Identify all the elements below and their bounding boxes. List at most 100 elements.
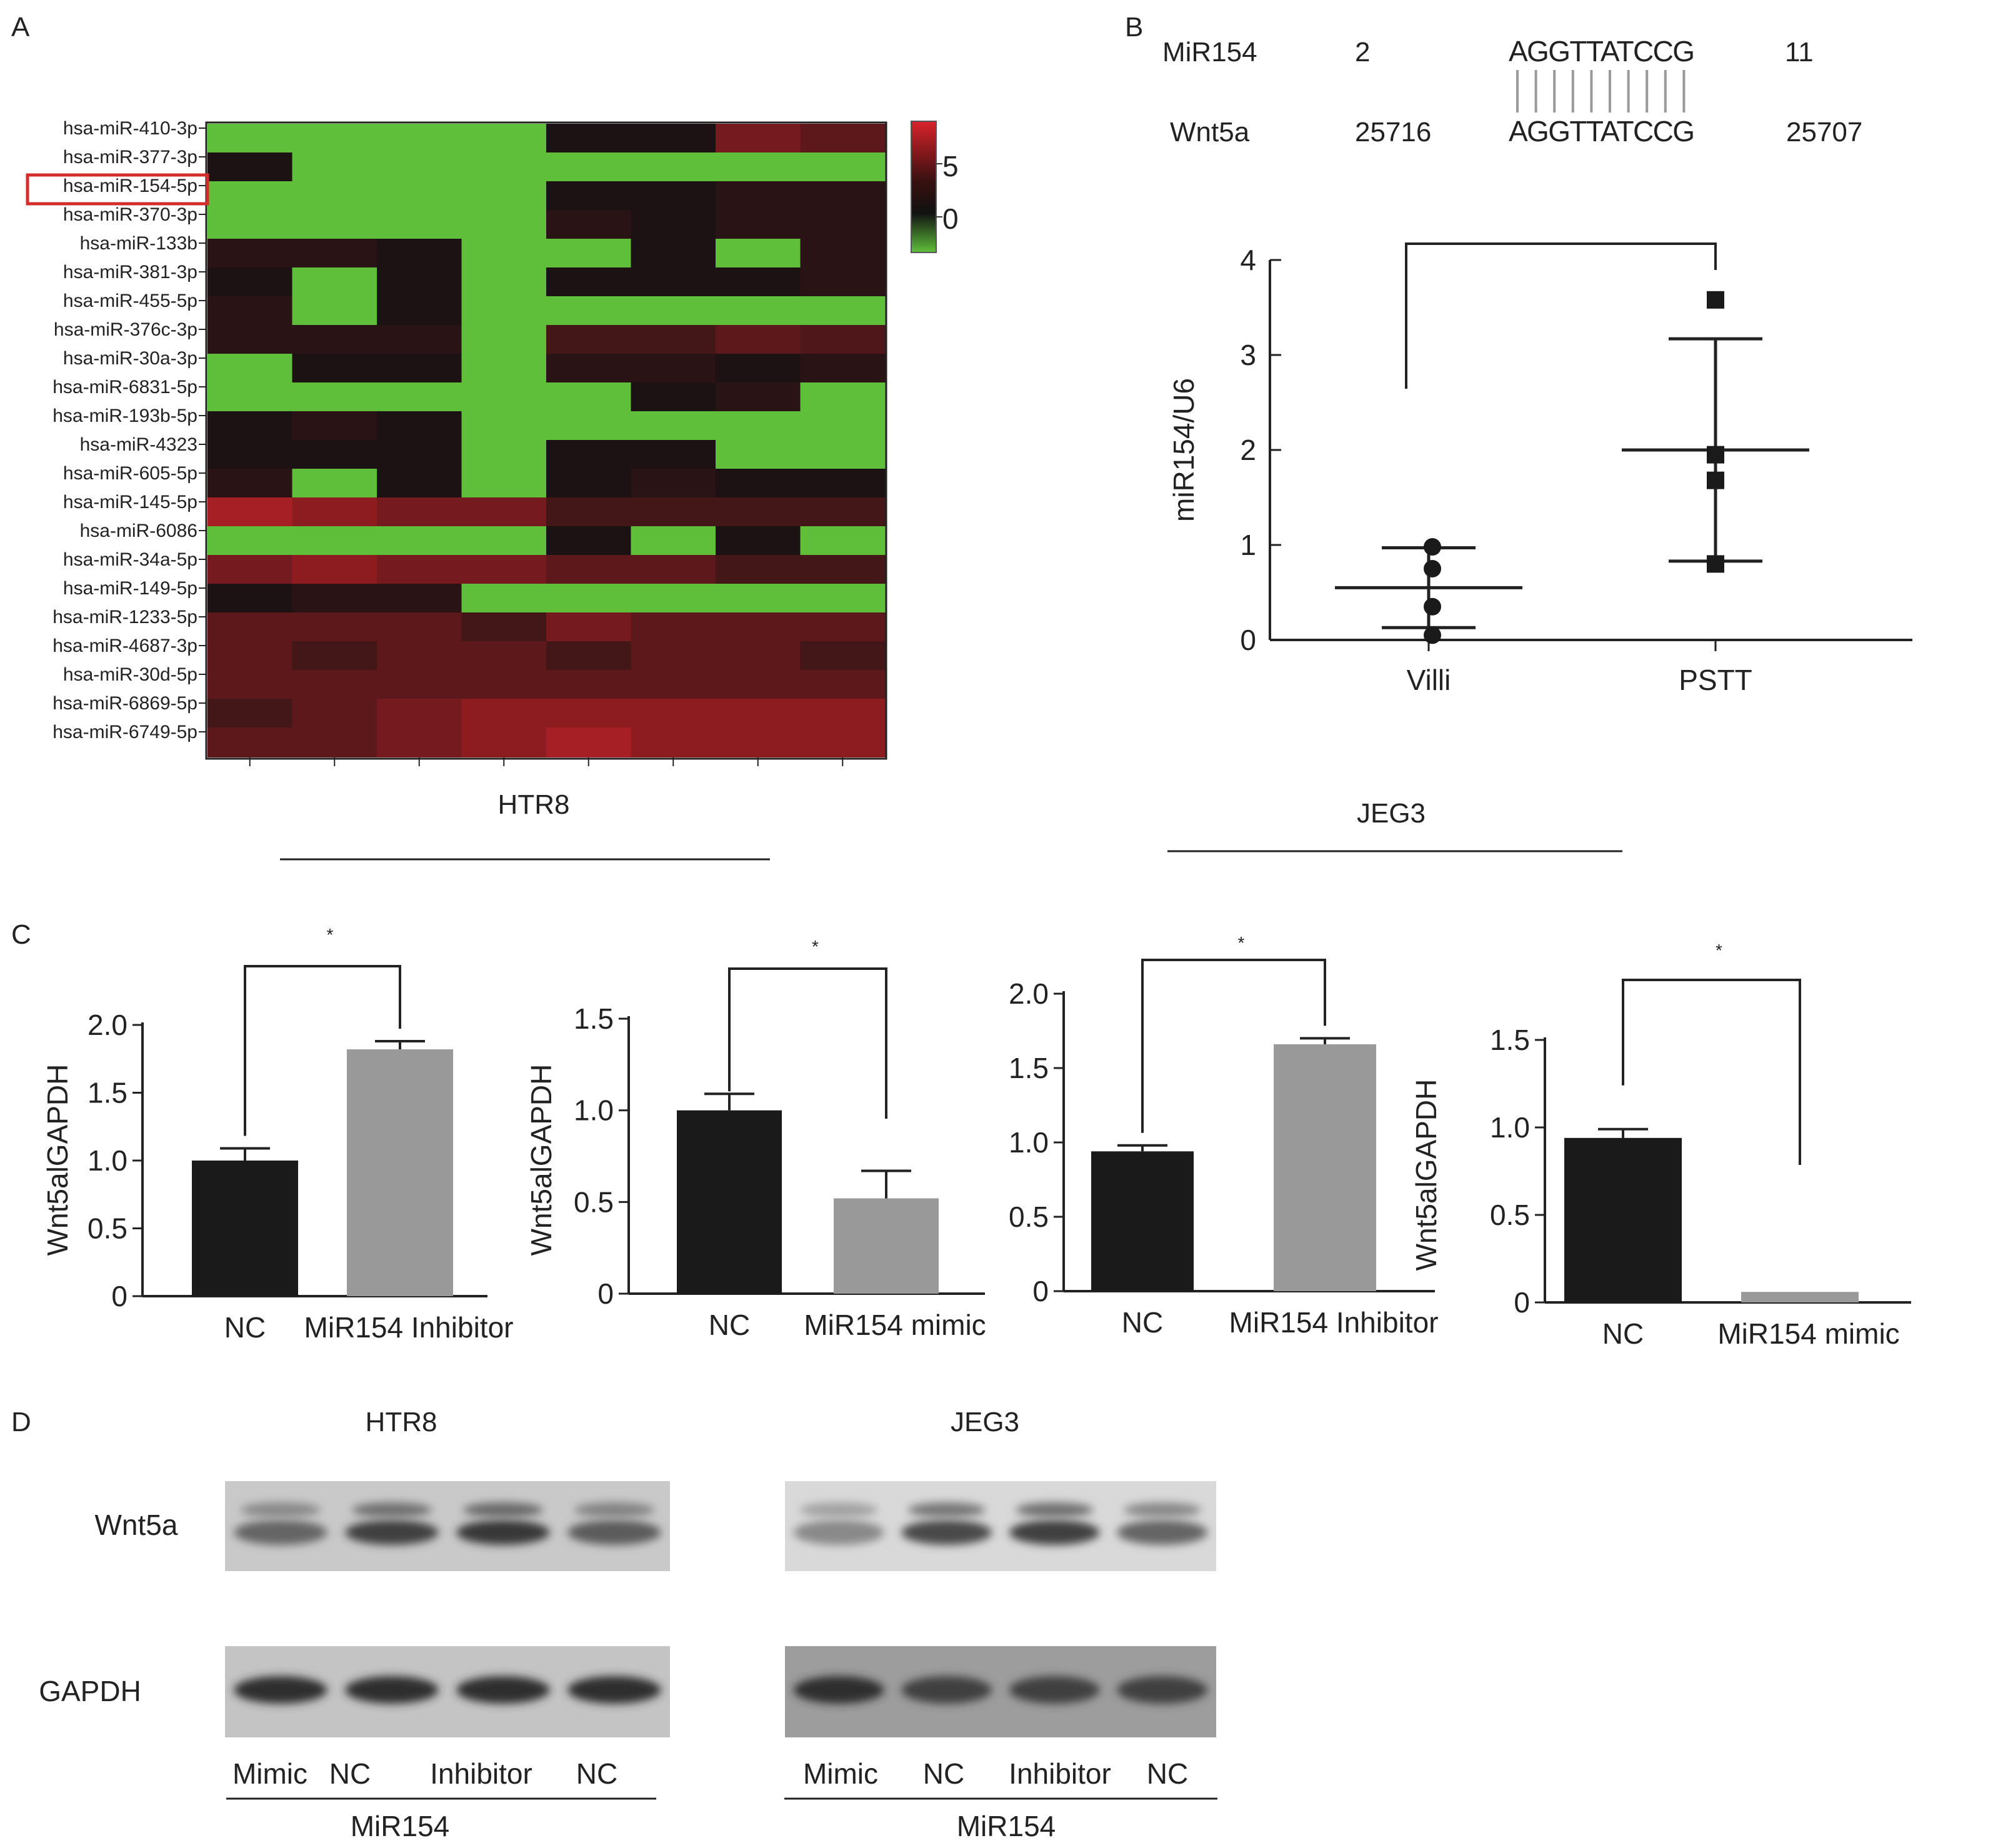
significance-star: * bbox=[1238, 933, 1245, 952]
blot-group-label: HTR8 bbox=[366, 1407, 437, 1437]
y-tick-label: 0 bbox=[111, 1280, 127, 1312]
y-tick-label: 1.0 bbox=[87, 1144, 127, 1177]
blot-lane-label: Mimic bbox=[232, 1757, 307, 1790]
significance-bracket bbox=[1405, 242, 1717, 389]
heatmap-cell bbox=[800, 181, 886, 211]
heatmap-cell bbox=[800, 440, 886, 469]
bar-chart-4: 0 0.5 1.0 1.5 Wnt5alGAPDH NC MiR154 mimic * bbox=[1410, 941, 1911, 1350]
heatmap-cell bbox=[800, 497, 886, 527]
colorbar-label-0: 0 bbox=[942, 202, 959, 235]
heatmap-cell bbox=[546, 584, 631, 613]
x-tick-label: MiR154 Inhibitor bbox=[1229, 1306, 1439, 1339]
heatmap-cell bbox=[461, 354, 547, 383]
heatmap-cell bbox=[631, 296, 716, 326]
heatmap-cell bbox=[800, 239, 886, 268]
heatmap-cell bbox=[631, 325, 716, 354]
blot-band bbox=[901, 1676, 992, 1704]
y-tick-label: 0 bbox=[597, 1277, 614, 1310]
highlight-box bbox=[26, 173, 209, 206]
panel-label-a: A bbox=[11, 12, 30, 42]
blot-band bbox=[456, 1520, 550, 1545]
blot-lane-label: NC bbox=[576, 1757, 617, 1790]
heatmap-cell bbox=[461, 325, 547, 354]
heatmap-cell bbox=[546, 124, 631, 153]
heatmap-cell bbox=[207, 612, 292, 642]
heatmap-cell bbox=[292, 267, 377, 297]
y-tick-label: 1 bbox=[1240, 529, 1256, 561]
heatmap-group-label: HTR8 bbox=[498, 789, 570, 820]
blot-lane-label: NC bbox=[923, 1757, 964, 1790]
heatmap-cell bbox=[207, 469, 292, 498]
heatmap-cell bbox=[631, 670, 716, 699]
significance-bracket bbox=[1141, 959, 1326, 1133]
heatmap-cell bbox=[546, 267, 631, 297]
jeg3-group-label: JEG3 bbox=[1357, 798, 1426, 829]
heatmap-row-label: hsa-miR-133b bbox=[80, 233, 197, 254]
heatmap-row-label: hsa-miR-154-5p bbox=[63, 176, 197, 196]
heatmap-cell bbox=[377, 612, 462, 642]
bar bbox=[347, 1049, 453, 1296]
y-tick-label: 1.0 bbox=[1009, 1126, 1049, 1159]
heatmap-cell bbox=[546, 239, 631, 268]
y-tick-label: 0.5 bbox=[1490, 1199, 1530, 1231]
heatmap-cell bbox=[461, 152, 547, 182]
blot-lane-group-label: MiR154 bbox=[957, 1810, 1056, 1842]
alignment-mir-seq: AGGTTATCCG bbox=[1509, 35, 1695, 67]
heatmap-cell bbox=[461, 181, 547, 211]
heatmap-cell bbox=[461, 584, 547, 613]
panel-label-d: D bbox=[11, 1407, 31, 1437]
blot-band bbox=[793, 1676, 884, 1704]
heatmap-row-label: hsa-miR-605-5p bbox=[63, 463, 197, 484]
heatmap-cell bbox=[716, 727, 801, 757]
heatmap-cell bbox=[546, 210, 631, 239]
heatmap-cell bbox=[292, 469, 377, 498]
heatmap-cell bbox=[716, 612, 801, 642]
heatmap-cell bbox=[546, 354, 631, 383]
heatmap-row-label: hsa-miR-4687-3p bbox=[52, 636, 197, 656]
heatmap-cell bbox=[716, 555, 801, 584]
heatmap-cell bbox=[631, 699, 716, 728]
y-axis-label: Wnt5alGAPDH bbox=[41, 1064, 74, 1256]
heatmap-cell bbox=[631, 124, 716, 153]
heatmap-cell bbox=[461, 124, 547, 153]
heatmap-cell bbox=[292, 210, 377, 239]
blot-band-upper bbox=[1016, 1502, 1094, 1517]
alignment-target-name: Wnt5a bbox=[1170, 117, 1250, 147]
heatmap-cell bbox=[716, 325, 801, 354]
heatmap-cell bbox=[631, 584, 716, 613]
heatmap-cell bbox=[207, 727, 292, 757]
blot-band bbox=[234, 1520, 327, 1545]
scatter-ylabel: miR154/U6 bbox=[1167, 378, 1200, 522]
y-tick-label: 1.0 bbox=[574, 1094, 614, 1127]
bar bbox=[192, 1161, 298, 1296]
heatmap-cell bbox=[546, 756, 631, 757]
heatmap-row-label: hsa-miR-6831-5p bbox=[52, 377, 197, 397]
heatmap-cell bbox=[207, 440, 292, 469]
blot-band bbox=[345, 1520, 439, 1545]
heatmap-cell bbox=[461, 555, 547, 584]
x-tick-label: NC bbox=[224, 1311, 266, 1344]
heatmap-cell bbox=[631, 239, 716, 268]
heatmap-cell bbox=[716, 124, 801, 153]
heatmap-cell bbox=[546, 670, 631, 699]
bar-chart-2: 0 0.5 1.0 1.5 Wnt5alGAPDH NC MiR154 mimic * bbox=[525, 937, 986, 1341]
heatmap-row-label: hsa-miR-376c-3p bbox=[54, 319, 197, 340]
heatmap-cell bbox=[800, 267, 886, 297]
x-tick-label: PSTT bbox=[1679, 664, 1752, 696]
heatmap-cell bbox=[800, 210, 886, 239]
blot-band bbox=[456, 1676, 550, 1704]
heatmap-cell bbox=[800, 555, 886, 584]
y-tick-label: 2 bbox=[1240, 434, 1256, 466]
heatmap-cell bbox=[716, 411, 801, 441]
heatmap-cell bbox=[800, 325, 886, 354]
heatmap-cell bbox=[716, 641, 801, 671]
y-tick-label: 0.5 bbox=[574, 1186, 614, 1218]
heatmap-cell bbox=[800, 756, 886, 757]
heatmap-cell bbox=[377, 670, 462, 699]
heatmap-cell bbox=[800, 296, 886, 326]
heatmap-cell bbox=[207, 756, 292, 757]
western-blot-panel: Wnt5a GAPDH HTR8 Mimic NC Inhibitor NC MiR154 JE… bbox=[39, 1407, 1217, 1842]
x-tick-label: MiR154 Inhibitor bbox=[304, 1311, 514, 1344]
heatmap-cell bbox=[716, 382, 801, 412]
